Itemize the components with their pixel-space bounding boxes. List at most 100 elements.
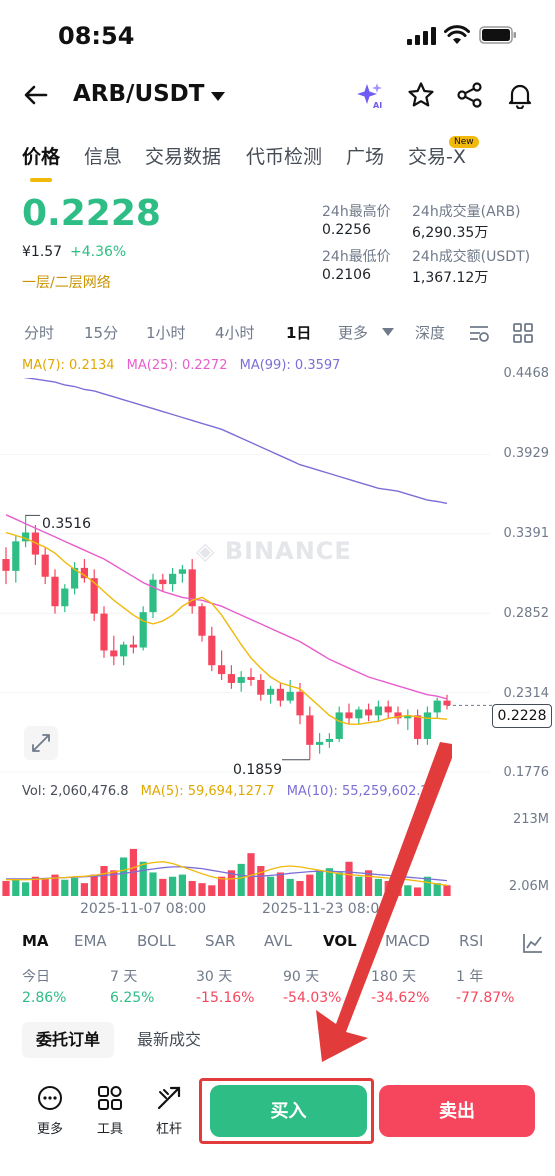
more-caret-icon[interactable] [382, 328, 394, 336]
favorite-star-icon[interactable] [407, 81, 435, 109]
more-dots-icon [38, 1086, 62, 1110]
back-arrow-icon[interactable] [22, 81, 50, 109]
ma99-line [22, 378, 448, 505]
interval-1d[interactable]: 1日 [286, 324, 312, 342]
interval-4h[interactable]: 4小时 [215, 324, 255, 342]
perf-label: 90 天 [283, 969, 320, 985]
volume-arb-label: 24h成交量(ARB) [412, 204, 521, 220]
indicator-vol[interactable]: VOL [323, 932, 357, 950]
candle-body [394, 712, 402, 719]
volume-bar [22, 882, 30, 896]
buy-button[interactable]: 买入 [210, 1085, 367, 1137]
candle-body [22, 532, 30, 542]
indicator-sar[interactable]: SAR [205, 932, 236, 950]
volume-bar [41, 878, 49, 896]
volume-ma5: MA(5): 59,694,127.7 [140, 784, 275, 799]
volume-bar [149, 872, 157, 896]
volume-bar [296, 881, 304, 896]
ma99-legend: MA(99): 0.3597 [239, 358, 341, 373]
candlestick-chart[interactable] [0, 378, 555, 780]
candle-body [296, 691, 304, 716]
candle-body [306, 715, 314, 745]
tab-latest-trades[interactable]: 最新成交 [137, 1030, 202, 1049]
tab-open-orders[interactable]: 委托订单 [22, 1022, 114, 1058]
candle-body [178, 569, 186, 574]
sell-button[interactable]: 卖出 [379, 1085, 535, 1137]
indicator-chart-icon[interactable] [522, 932, 544, 954]
volume-bar [139, 861, 147, 896]
indicator-rsi[interactable]: RSI [459, 932, 484, 950]
tab-trading-data[interactable]: 交易数据 [145, 146, 222, 168]
indicator-macd[interactable]: MACD [385, 932, 430, 950]
candle-body [325, 738, 333, 742]
candle-body [41, 554, 49, 577]
interval-more[interactable]: 更多 [338, 324, 369, 342]
indicator-avl[interactable]: AVL [264, 932, 292, 950]
candle-body [120, 644, 128, 657]
candle-body [129, 644, 137, 648]
low-24h-label: 24h最低价 [322, 249, 391, 265]
bell-alert-icon[interactable] [506, 81, 534, 109]
volume-bar [335, 872, 343, 896]
tools-tool[interactable]: 工具 [85, 1084, 135, 1137]
tab-price[interactable]: 价格 [22, 146, 61, 168]
y-tick-label: 0.3391 [503, 526, 550, 541]
candle-body [267, 688, 275, 695]
leverage-tool-label: 杠杆 [155, 1122, 182, 1137]
perf-label: 180 天 [371, 969, 417, 985]
volume-bar [31, 876, 39, 896]
leverage-tool[interactable]: 杠杆 [144, 1084, 194, 1137]
candle-body [149, 579, 157, 613]
volume-bar [178, 874, 186, 896]
watermark-text: BINANCE [224, 537, 352, 565]
perf-value: -15.16% [196, 990, 255, 1006]
volume-bar [237, 863, 245, 896]
perf-label: 30 天 [196, 969, 233, 985]
svg-text:AI: AI [373, 101, 382, 109]
volume-bar [80, 883, 88, 896]
interval-1h[interactable]: 1小时 [146, 324, 186, 342]
interval-timeline[interactable]: 分时 [24, 324, 55, 342]
high-24h-value: 0.2256 [322, 222, 371, 238]
candle-body [345, 712, 353, 719]
tab-trade-x[interactable]: 交易-X [408, 146, 466, 168]
candle-body [374, 706, 382, 716]
volume-bar [198, 883, 206, 896]
y-tick-label: 0.3929 [503, 446, 550, 461]
y-tick-label: 0.2852 [503, 606, 550, 621]
ai-sparkle-icon[interactable]: AI [356, 81, 384, 109]
volume-legend: Vol: 2,060,476.8 MA(5): 59,694,127.7 MA(… [22, 784, 437, 799]
tab-token-check[interactable]: 代币检测 [246, 146, 323, 168]
volume-bar [394, 883, 402, 896]
volume-usdt-label: 24h成交额(USDT) [412, 249, 531, 265]
candle-body [90, 578, 98, 614]
interval-depth[interactable]: 深度 [415, 324, 446, 342]
candle-body [257, 679, 265, 695]
indicator-boll[interactable]: BOLL [137, 932, 176, 950]
volume-arb-value: 6,290.35万 [412, 225, 489, 241]
caret-down-icon[interactable] [210, 90, 226, 102]
perf-value: -34.62% [371, 990, 430, 1006]
fullscreen-button[interactable] [24, 726, 58, 760]
x-date-label: 2025-11-07 08:00 [80, 901, 207, 917]
volume-bar [110, 870, 118, 896]
more-tool[interactable]: 更多 [25, 1084, 75, 1137]
trading-pair-title[interactable]: ARB/USDT [73, 81, 205, 107]
candle-body [12, 541, 20, 571]
interval-15m[interactable]: 15分 [84, 324, 119, 342]
indicator-ma[interactable]: MA [22, 932, 49, 950]
y-tick-label: 0.2314 [503, 686, 550, 701]
share-icon[interactable] [456, 81, 484, 109]
low-callout: 0.1859 [233, 762, 282, 778]
new-badge: New [449, 136, 479, 148]
layout-grid-icon[interactable] [512, 322, 534, 344]
perf-value: -54.03% [283, 990, 342, 1006]
chart-settings-icon[interactable] [468, 322, 490, 344]
tab-info[interactable]: 信息 [84, 146, 123, 168]
tab-square[interactable]: 广场 [346, 146, 385, 168]
network-tag[interactable]: 一层/二层网络 [22, 275, 111, 291]
indicator-ema[interactable]: EMA [74, 932, 107, 950]
tools-grid-icon [98, 1086, 122, 1110]
volume-ma10: MA(10): 55,259,602.2 [286, 784, 429, 799]
candle-body [443, 700, 451, 706]
